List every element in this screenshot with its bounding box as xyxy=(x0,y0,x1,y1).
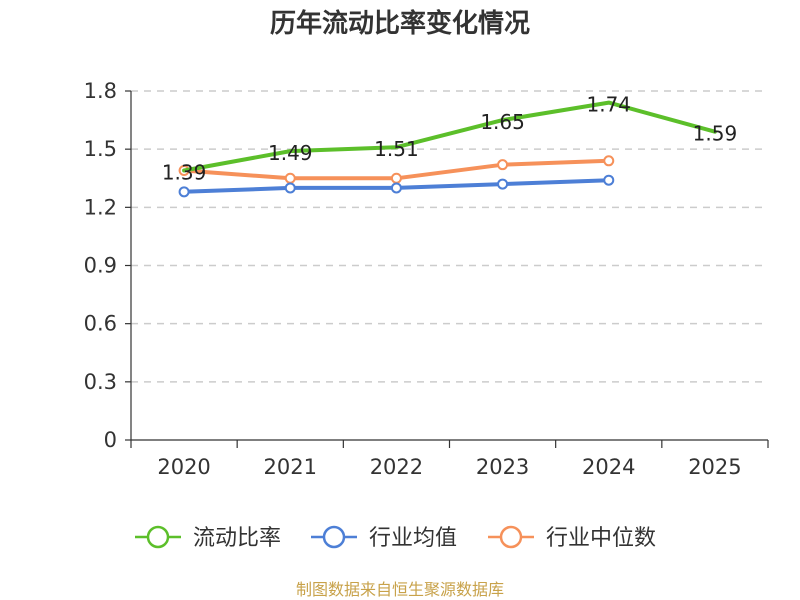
data-label: 1.65 xyxy=(480,110,525,134)
series-point-1 xyxy=(390,182,402,194)
legend-label: 行业中位数 xyxy=(546,526,656,551)
legend-marker xyxy=(322,525,346,549)
legend-label: 行业均值 xyxy=(369,526,457,551)
x-tick-label: 2020 xyxy=(157,455,210,479)
series-point-2 xyxy=(284,172,296,184)
series-point-2 xyxy=(497,159,509,171)
y-axis: 0 0.3 0.6 0.9 1.2 1.5 1.8 xyxy=(84,79,132,452)
x-axis: 2020 2021 2022 2023 2024 2025 xyxy=(130,439,769,479)
y-tick-label: 1.2 xyxy=(84,195,117,219)
source-note: 制图数据来自恒生聚源数据库 xyxy=(296,580,504,599)
data-label: 1.51 xyxy=(374,137,419,161)
series-point-1 xyxy=(284,182,296,194)
x-tick-label: 2021 xyxy=(264,455,317,479)
y-tick-label: 1.5 xyxy=(84,137,117,161)
series-point-1 xyxy=(603,174,615,186)
legend-marker xyxy=(499,525,523,549)
series-point-2 xyxy=(390,172,402,184)
data-labels: 1.39 1.49 1.51 1.65 1.74 1.59 xyxy=(162,93,737,185)
series-point-2 xyxy=(603,155,615,167)
y-tick-label: 1.8 xyxy=(84,79,117,103)
legend-item-0[interactable]: 流动比率 xyxy=(135,525,281,551)
series-layer xyxy=(178,100,717,198)
series-point-1 xyxy=(178,186,190,198)
x-tick-label: 2024 xyxy=(582,455,635,479)
y-tick-label: 0.3 xyxy=(84,370,117,394)
chart-title: 历年流动比率变化情况 xyxy=(270,8,530,39)
legend-item-1[interactable]: 行业均值 xyxy=(311,525,457,551)
data-label: 1.49 xyxy=(268,141,313,165)
legend-item-2[interactable]: 行业中位数 xyxy=(488,525,656,551)
series-point-1 xyxy=(497,178,509,190)
legend[interactable]: 流动比率 行业均值 行业中位数 xyxy=(135,525,656,551)
x-tick-label: 2023 xyxy=(476,455,529,479)
x-tick-label: 2022 xyxy=(370,455,423,479)
y-tick-label: 0.6 xyxy=(84,312,117,336)
y-tick-label: 0.9 xyxy=(84,254,117,278)
data-label: 1.74 xyxy=(586,93,631,117)
x-tick-label: 2025 xyxy=(688,455,741,479)
grid-lines xyxy=(131,90,768,383)
legend-marker xyxy=(146,525,170,549)
data-label: 1.39 xyxy=(162,160,207,184)
legend-label: 流动比率 xyxy=(193,526,281,551)
data-label: 1.59 xyxy=(693,122,738,146)
y-tick-label: 0 xyxy=(104,428,117,452)
series-line-0 xyxy=(182,100,717,173)
